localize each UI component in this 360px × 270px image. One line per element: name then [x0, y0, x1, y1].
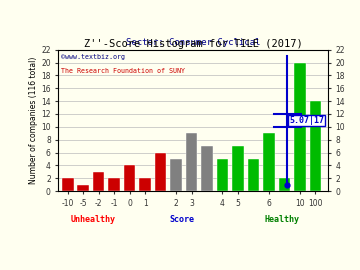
- Bar: [294, 63, 306, 191]
- Title: Z''-Score Histogram for TILE (2017): Z''-Score Histogram for TILE (2017): [84, 39, 302, 49]
- Bar: [201, 146, 213, 191]
- Text: The Research Foundation of SUNY: The Research Foundation of SUNY: [61, 68, 185, 74]
- Bar: [217, 159, 228, 191]
- Bar: [279, 178, 290, 191]
- Text: Healthy: Healthy: [265, 215, 300, 224]
- Bar: [62, 178, 73, 191]
- Bar: [108, 178, 120, 191]
- Bar: [93, 172, 104, 191]
- Text: ©www.textbiz.org: ©www.textbiz.org: [61, 54, 125, 60]
- Bar: [248, 159, 259, 191]
- Bar: [310, 101, 321, 191]
- Bar: [170, 159, 182, 191]
- Text: 5.07|17: 5.07|17: [289, 116, 324, 125]
- Bar: [186, 133, 197, 191]
- Bar: [155, 153, 166, 191]
- Bar: [232, 146, 244, 191]
- Bar: [77, 185, 89, 191]
- Bar: [263, 133, 275, 191]
- Text: Unhealthy: Unhealthy: [71, 215, 116, 224]
- Y-axis label: Number of companies (116 total): Number of companies (116 total): [30, 57, 39, 184]
- Text: Sector: Consumer Cyclical: Sector: Consumer Cyclical: [126, 38, 260, 47]
- Text: Score: Score: [170, 215, 195, 224]
- Bar: [124, 165, 135, 191]
- Bar: [139, 178, 151, 191]
